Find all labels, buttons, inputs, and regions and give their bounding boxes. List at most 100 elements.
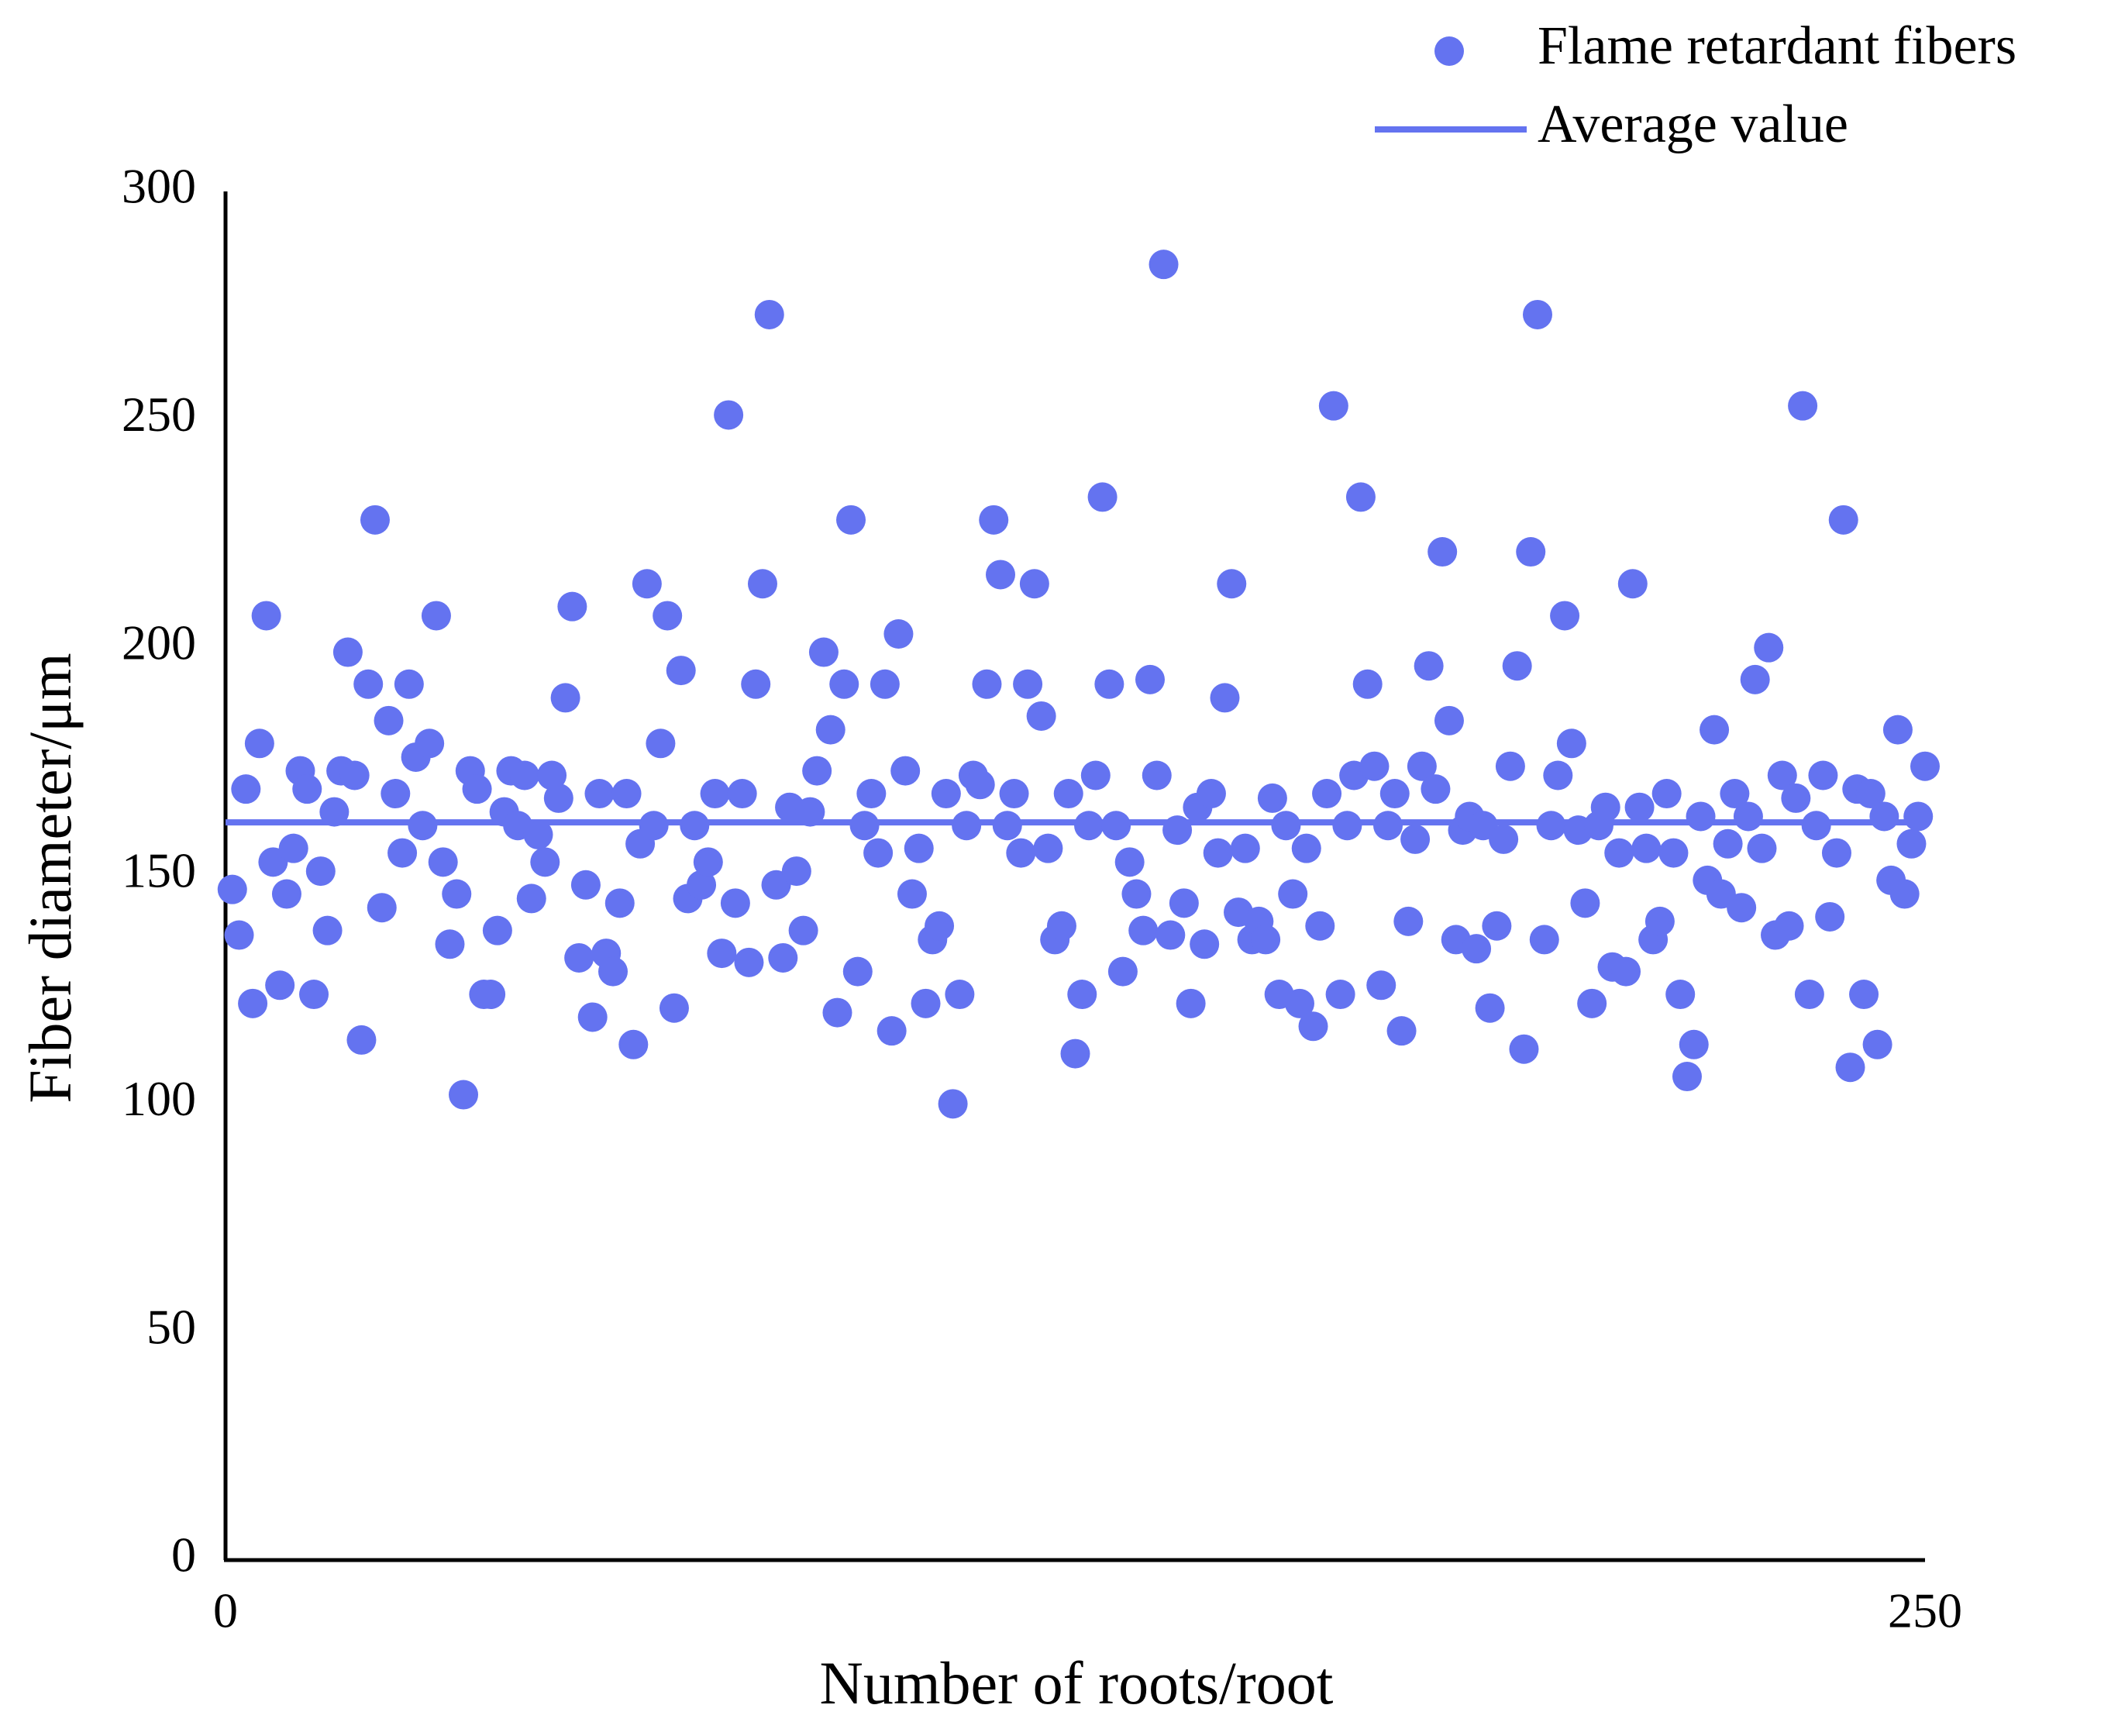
data-point (523, 820, 553, 850)
data-point (972, 669, 1002, 699)
data-point (265, 970, 295, 1001)
data-point (925, 911, 955, 941)
data-point (1251, 925, 1281, 955)
data-point (1053, 779, 1083, 809)
data-point (231, 774, 261, 804)
data-point (1006, 838, 1036, 868)
y-tick-label: 300 (122, 159, 196, 214)
data-point (1828, 505, 1858, 535)
data-point (1570, 888, 1600, 918)
data-point (1862, 1029, 1892, 1059)
data-point (1046, 911, 1076, 941)
data-point (550, 683, 580, 713)
data-point (408, 811, 438, 841)
data-point (931, 779, 961, 809)
data-point (979, 505, 1009, 535)
data-point (788, 915, 818, 946)
data-point (890, 756, 921, 786)
x-tick-label: 0 (213, 1583, 238, 1638)
data-point (271, 879, 301, 909)
data-point (1033, 833, 1063, 863)
data-point (653, 601, 683, 631)
data-point (1421, 774, 1451, 804)
data-point (1509, 1034, 1539, 1064)
data-point (1774, 911, 1804, 941)
data-point (754, 299, 784, 329)
data-point (604, 888, 635, 918)
data-point (1529, 925, 1559, 955)
data-point (1624, 792, 1655, 822)
data-point (1672, 1062, 1702, 1092)
data-point (999, 779, 1029, 809)
data-point (387, 838, 418, 868)
data-point (1366, 970, 1397, 1001)
data-point (1352, 669, 1383, 699)
data-point (339, 760, 370, 790)
data-point (1373, 811, 1403, 841)
data-point (1590, 792, 1620, 822)
data-point (1495, 751, 1525, 781)
y-axis-title: Fiber diameter/μm (16, 653, 84, 1103)
data-point (1604, 838, 1634, 868)
data-point (687, 870, 717, 900)
data-point (659, 993, 689, 1023)
data-point (1910, 751, 1940, 781)
data-point (1074, 811, 1104, 841)
data-point (1379, 779, 1410, 809)
data-point (1747, 833, 1777, 863)
data-point (244, 728, 274, 759)
data-point (1835, 1052, 1865, 1083)
x-tick-label: 250 (1888, 1583, 1962, 1638)
data-point (992, 811, 1022, 841)
data-point (442, 879, 472, 909)
data-point (415, 728, 445, 759)
data-point (1550, 601, 1580, 631)
legend-label: Flame retardant fibers (1538, 16, 2016, 76)
data-point (1121, 879, 1152, 909)
data-point (1190, 929, 1220, 959)
data-point (986, 560, 1016, 590)
data-point (1305, 911, 1335, 941)
data-point (1013, 669, 1043, 699)
y-tick-label: 250 (122, 387, 196, 442)
data-point (1203, 838, 1233, 868)
data-point (1393, 906, 1424, 936)
data-point (251, 601, 281, 631)
data-point (1107, 956, 1138, 987)
data-point (394, 669, 424, 699)
data-point (217, 874, 247, 904)
data-point (1686, 801, 1716, 832)
data-point (577, 1002, 608, 1032)
data-point (509, 760, 539, 790)
data-point (1543, 760, 1573, 790)
data-point (421, 601, 451, 631)
data-point (435, 929, 465, 959)
data-point (1903, 801, 1934, 832)
legend-label: Average value (1538, 95, 1848, 154)
legend-marker (1434, 36, 1464, 66)
y-tick-label: 0 (171, 1528, 196, 1583)
data-point (781, 856, 811, 887)
data-point (1427, 537, 1458, 567)
data-point (1801, 811, 1831, 841)
data-point (1815, 901, 1845, 932)
data-point (584, 779, 615, 809)
data-point (1210, 683, 1240, 713)
data-point (299, 980, 329, 1010)
data-point (849, 811, 880, 841)
data-point (700, 779, 730, 809)
data-point (768, 942, 798, 973)
data-point (1359, 751, 1390, 781)
data-point (1727, 893, 1757, 923)
data-point (720, 888, 750, 918)
data-point (1101, 811, 1131, 841)
data-point (1700, 715, 1730, 745)
data-point (639, 811, 669, 841)
data-point (632, 569, 662, 599)
data-point (1278, 879, 1308, 909)
data-point (1855, 779, 1886, 809)
data-point (829, 669, 859, 699)
data-point (1128, 915, 1159, 946)
y-tick-label: 150 (122, 843, 196, 898)
